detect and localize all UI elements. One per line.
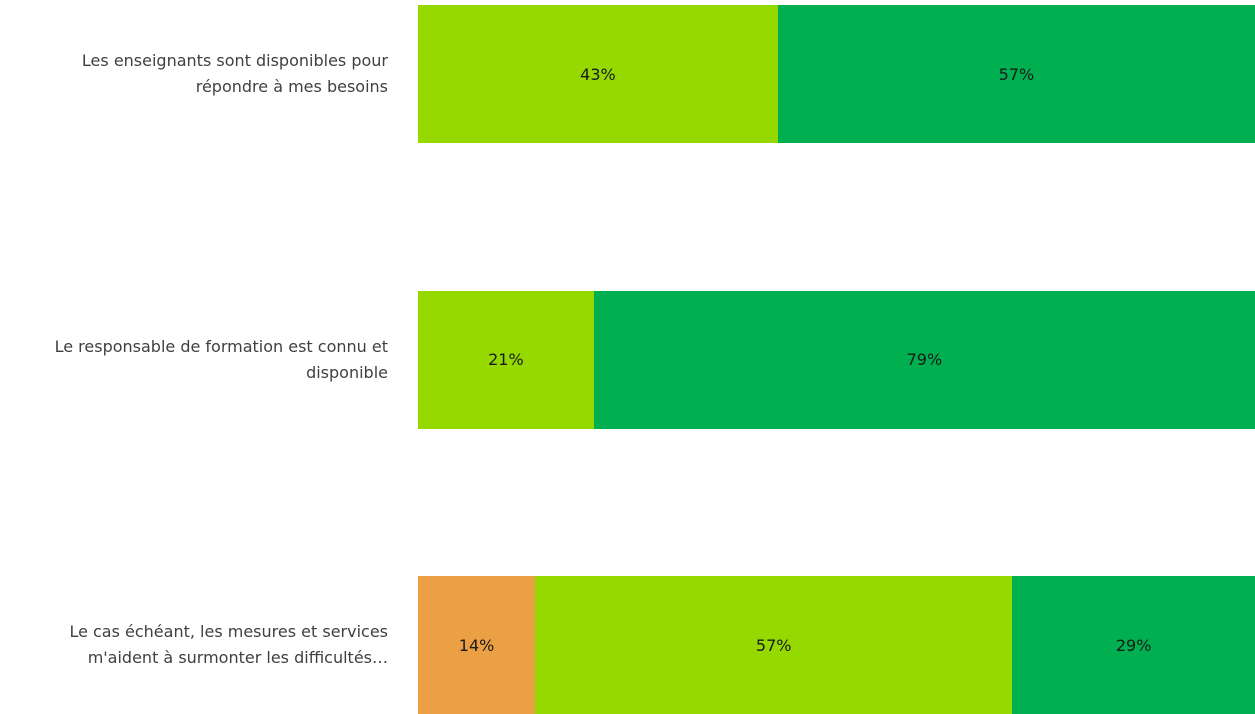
bar-segment: 14%: [418, 576, 536, 714]
value-label: 57%: [755, 635, 792, 655]
value-label: 43%: [580, 64, 616, 84]
bar-segment: 79%: [593, 290, 1255, 429]
bar-segment: 57%: [777, 5, 1255, 143]
value-label: 14%: [458, 635, 495, 655]
bar-segment: 21%: [418, 290, 594, 429]
category-label: Le cas échéant, les mesures et services …: [69, 622, 388, 667]
value-label: 57%: [998, 64, 1035, 84]
bar-segment: 43%: [418, 5, 778, 143]
value-label: 79%: [906, 350, 943, 369]
category-label: Le responsable de formation est connu et…: [54, 336, 388, 382]
bar-segment: 57%: [535, 576, 1013, 714]
category-label: Les enseignants sont disponibles pour ré…: [81, 51, 388, 96]
bar-segment: 29%: [1012, 576, 1255, 714]
value-label: 29%: [1115, 635, 1152, 655]
value-label: 21%: [488, 350, 524, 369]
